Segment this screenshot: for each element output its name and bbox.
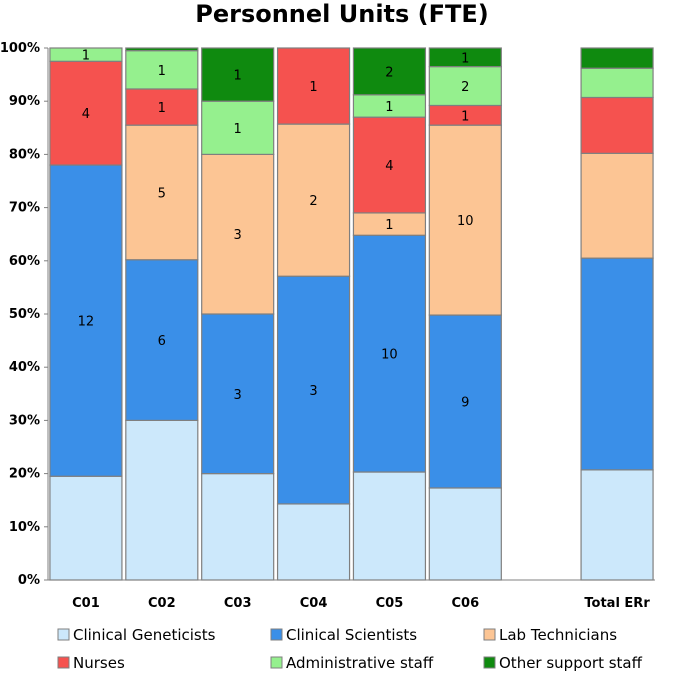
y-tick-label: 10% [9, 520, 40, 535]
legend-label: Clinical Scientists [286, 626, 417, 644]
bar-segment-C04-0 [276, 503, 351, 581]
bar-segment-C02-5 [125, 47, 199, 52]
y-tick-label: 0% [18, 573, 40, 588]
bar-segment-C03-2 [201, 153, 275, 315]
y-tick-label: 40% [9, 360, 40, 375]
y-tick-label: 20% [9, 467, 40, 482]
bar-segment-C01-4 [49, 47, 123, 62]
data-label: 1 [385, 218, 393, 233]
bar-segment-C02-2 [125, 124, 199, 261]
data-label: 2 [461, 80, 469, 95]
legend-label: Administrative staff [286, 654, 434, 672]
data-label: 2 [309, 194, 317, 209]
data-label: 6 [158, 334, 166, 349]
bar-segment-C05-5 [352, 47, 427, 96]
x-tick-label: C05 [376, 596, 404, 611]
data-label: 1 [234, 69, 242, 84]
data-label: 1 [234, 122, 242, 137]
x-tick-label: C04 [300, 596, 328, 611]
legend-label: Lab Technicians [499, 626, 617, 644]
legend-swatch [270, 628, 283, 641]
bar-segment-C04-2 [276, 123, 351, 277]
data-label: 4 [385, 159, 393, 174]
data-label: 4 [82, 107, 90, 122]
data-label: 10 [457, 214, 474, 229]
x-tick-label: C02 [148, 596, 176, 611]
bar-segment-C02-0 [125, 419, 199, 581]
legend-swatch [270, 656, 283, 669]
bar-segment-C05-3 [352, 116, 427, 214]
legend-swatch [57, 628, 70, 641]
legend-item: Clinical Scientists [270, 626, 417, 644]
bar-segment-C06-0 [428, 487, 502, 581]
bar-segment-C06-1 [428, 314, 502, 489]
bar-segment-C02-1 [125, 259, 199, 421]
legend-item: Administrative staff [270, 654, 434, 672]
bar-segment-Total ERr-2 [580, 152, 654, 259]
y-tick-label: 100% [0, 41, 40, 56]
bar-segment-C06-5 [428, 47, 502, 68]
bar-segment-C03-1 [201, 313, 275, 475]
data-label: 1 [158, 101, 166, 116]
legend-label: Other support staff [499, 654, 643, 672]
bar-segment-C06-4 [428, 66, 502, 107]
bar-segment-C01-1 [49, 164, 123, 477]
bar-segment-Total ERr-1 [580, 257, 654, 471]
bar-segment-C03-4 [201, 100, 275, 155]
data-label: 1 [461, 109, 469, 124]
legend-item: Other support staff [483, 654, 643, 672]
legend-item: Nurses [57, 654, 125, 672]
bar-segment-C04-3 [276, 47, 351, 125]
bar-segment-C05-1 [352, 234, 427, 473]
y-tick-label: 50% [9, 307, 40, 322]
data-label: 1 [461, 51, 469, 66]
legend-swatch [57, 656, 70, 669]
x-tick-label: C01 [72, 596, 100, 611]
x-tick-label: C06 [451, 596, 479, 611]
bar-segment-C04-1 [276, 275, 351, 505]
data-label: 3 [234, 388, 242, 403]
data-label: 1 [309, 80, 317, 95]
legend-label: Nurses [73, 654, 125, 672]
legend-item: Clinical Geneticists [57, 626, 216, 644]
legend-swatch [483, 656, 496, 669]
bar-segment-Total ERr-3 [580, 96, 654, 154]
chart-title: Personnel Units (FTE) [195, 0, 489, 28]
data-label: 3 [234, 228, 242, 243]
bar-segment-C01-3 [49, 60, 123, 166]
data-label: 10 [381, 348, 398, 363]
bar-segment-Total ERr-4 [580, 67, 654, 99]
axes: 0% 10% 20% 30% 40% 50% 60% 70% 80% 90% 100% C01 C02 C… [0, 41, 655, 611]
data-label: 1 [385, 100, 393, 115]
y-tick-label: 70% [9, 201, 40, 216]
bar-segment-C01-0 [49, 475, 123, 581]
bar-segment-C05-0 [352, 471, 427, 581]
x-tick-label: C03 [224, 596, 252, 611]
legend-swatch [483, 628, 496, 641]
legend: Clinical Geneticists Clinical Scientists L… [57, 626, 643, 672]
y-tick-label: 60% [9, 254, 40, 269]
data-label: 1 [82, 49, 90, 64]
bar-segment-Total ERr-0 [580, 469, 654, 581]
data-label: 2 [385, 65, 393, 80]
bar-segment-C03-0 [201, 473, 275, 581]
legend-label: Clinical Geneticists [73, 626, 216, 644]
bar-segment-Total ERr-5 [580, 47, 654, 69]
y-tick-label: 90% [9, 94, 40, 109]
x-tick-label: Total ERr [584, 596, 650, 611]
data-label: 3 [309, 384, 317, 399]
bar-segment-C03-5 [201, 47, 275, 102]
y-tick-label: 80% [9, 147, 40, 162]
bar-segment-C06-2 [428, 124, 502, 316]
legend-item: Lab Technicians [483, 626, 617, 644]
data-label: 1 [158, 64, 166, 79]
data-label: 12 [78, 315, 95, 330]
data-label: 5 [158, 186, 166, 201]
data-label: 9 [461, 396, 469, 411]
bar-segment-C02-4 [125, 50, 199, 90]
y-tick-label: 30% [9, 413, 40, 428]
